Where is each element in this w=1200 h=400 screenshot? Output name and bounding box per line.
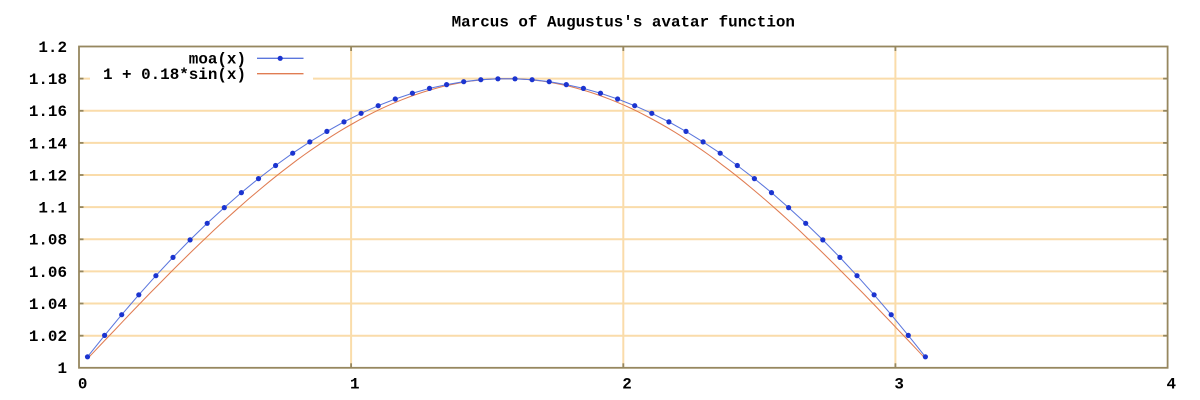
svg-text:Marcus of Augustus's avatar fu: Marcus of Augustus's avatar function [452,14,795,32]
svg-text:1: 1 [350,375,360,393]
svg-text:1 + 0.18*sin(x): 1 + 0.18*sin(x) [103,66,246,84]
svg-text:1.18: 1.18 [29,71,67,89]
svg-text:1.02: 1.02 [29,328,67,346]
svg-text:4: 4 [1167,375,1177,393]
svg-text:1.1: 1.1 [38,200,67,218]
svg-text:0: 0 [78,375,88,393]
svg-text:moa(x): moa(x) [189,51,246,69]
svg-text:1.06: 1.06 [29,264,67,282]
svg-text:2: 2 [622,375,632,393]
svg-text:1: 1 [57,360,67,378]
svg-text:1.04: 1.04 [29,296,68,314]
svg-text:1.16: 1.16 [29,103,67,121]
svg-text:3: 3 [894,375,904,393]
svg-text:1.08: 1.08 [29,232,67,250]
svg-text:1.2: 1.2 [38,39,67,57]
svg-text:1.14: 1.14 [29,135,68,153]
svg-text:1.12: 1.12 [29,167,67,185]
